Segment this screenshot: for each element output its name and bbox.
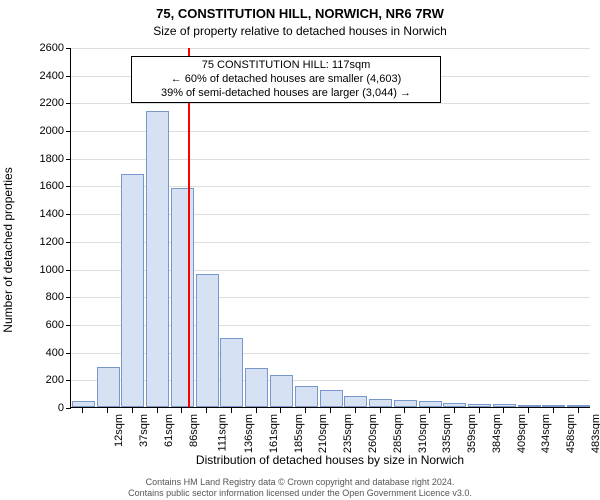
x-tick-label: 359sqm [466,414,478,453]
x-tick-label: 185sqm [293,414,305,453]
info-box: 75 CONSTITUTION HILL: 117sqm← 60% of det… [131,56,441,103]
bar [493,404,516,407]
y-tick-label: 1000 [0,264,64,276]
y-tick-mark [66,408,71,409]
plot-area: 75 CONSTITUTION HILL: 117sqm← 60% of det… [70,48,590,408]
info-box-line: 75 CONSTITUTION HILL: 117sqm [136,59,436,73]
x-tick-label: 210sqm [318,414,330,453]
x-tick-mark [454,408,455,413]
bar [196,274,219,407]
bar [97,367,120,407]
x-tick-label: 86sqm [188,414,200,447]
x-tick-mark [380,408,381,413]
x-axis-label: Distribution of detached houses by size … [70,453,590,467]
x-tick-mark [231,408,232,413]
x-tick-mark [206,408,207,413]
x-tick-mark [256,408,257,413]
y-tick-label: 800 [0,291,64,303]
x-tick-label: 310sqm [417,414,429,453]
bar [468,404,491,407]
info-box-line: ← 60% of detached houses are smaller (4,… [136,73,436,87]
x-tick-mark [82,408,83,413]
footer-line1: Contains HM Land Registry data © Crown c… [0,477,600,487]
chart-title-line2: Size of property relative to detached ho… [0,24,600,38]
y-tick-label: 2600 [0,42,64,54]
y-tick-label: 1400 [0,208,64,220]
bar [369,399,392,407]
info-box-line: 39% of semi-detached houses are larger (… [136,87,436,101]
y-tick-label: 2200 [0,97,64,109]
bar [295,386,318,407]
bar [146,111,169,407]
bar [320,390,343,407]
x-tick-mark [553,408,554,413]
x-tick-mark [132,408,133,413]
x-tick-mark [280,408,281,413]
y-tick-label: 1800 [0,153,64,165]
x-tick-mark [330,408,331,413]
x-tick-mark [107,408,108,413]
y-tick-label: 2000 [0,125,64,137]
x-tick-mark [157,408,158,413]
bar [542,405,565,407]
bar [270,375,293,407]
bar [419,401,442,407]
chart-title-line1: 75, CONSTITUTION HILL, NORWICH, NR6 7RW [0,6,600,21]
x-tick-mark [305,408,306,413]
bar [171,188,194,407]
y-tick-label: 200 [0,374,64,386]
footer-line2: Contains public sector information licen… [0,488,600,498]
x-tick-label: 235sqm [342,414,354,453]
x-tick-mark [528,408,529,413]
y-tick-label: 400 [0,347,64,359]
x-tick-label: 61sqm [163,414,175,447]
x-tick-label: 285sqm [392,414,404,453]
x-tick-mark [404,408,405,413]
x-tick-label: 37sqm [138,414,150,447]
x-tick-label: 458sqm [565,414,577,453]
bar [344,396,367,407]
x-tick-mark [503,408,504,413]
y-tick-label: 2400 [0,70,64,82]
bar [518,405,541,407]
x-tick-label: 434sqm [540,414,552,453]
y-tick-label: 1200 [0,236,64,248]
x-tick-label: 483sqm [590,414,600,453]
x-tick-mark [429,408,430,413]
x-tick-label: 12sqm [113,414,125,447]
y-tick-label: 1600 [0,180,64,192]
x-tick-mark [355,408,356,413]
x-tick-label: 260sqm [367,414,379,453]
bar [443,403,466,407]
y-tick-label: 0 [0,402,64,414]
x-tick-label: 161sqm [268,414,280,453]
footer-attribution: Contains HM Land Registry data © Crown c… [0,477,600,498]
y-tick-label: 600 [0,319,64,331]
x-tick-mark [181,408,182,413]
bar [72,401,95,407]
bar [394,400,417,407]
x-tick-label: 111sqm [217,414,229,452]
x-tick-label: 384sqm [491,414,503,453]
figure: 75, CONSTITUTION HILL, NORWICH, NR6 7RW … [0,0,600,500]
x-tick-label: 409sqm [516,414,528,453]
x-tick-label: 335sqm [441,414,453,453]
bar [245,368,268,407]
x-tick-label: 136sqm [243,414,255,453]
x-tick-mark [578,408,579,413]
x-tick-mark [479,408,480,413]
bar [567,405,590,407]
bar [220,338,243,407]
bar [121,174,144,407]
